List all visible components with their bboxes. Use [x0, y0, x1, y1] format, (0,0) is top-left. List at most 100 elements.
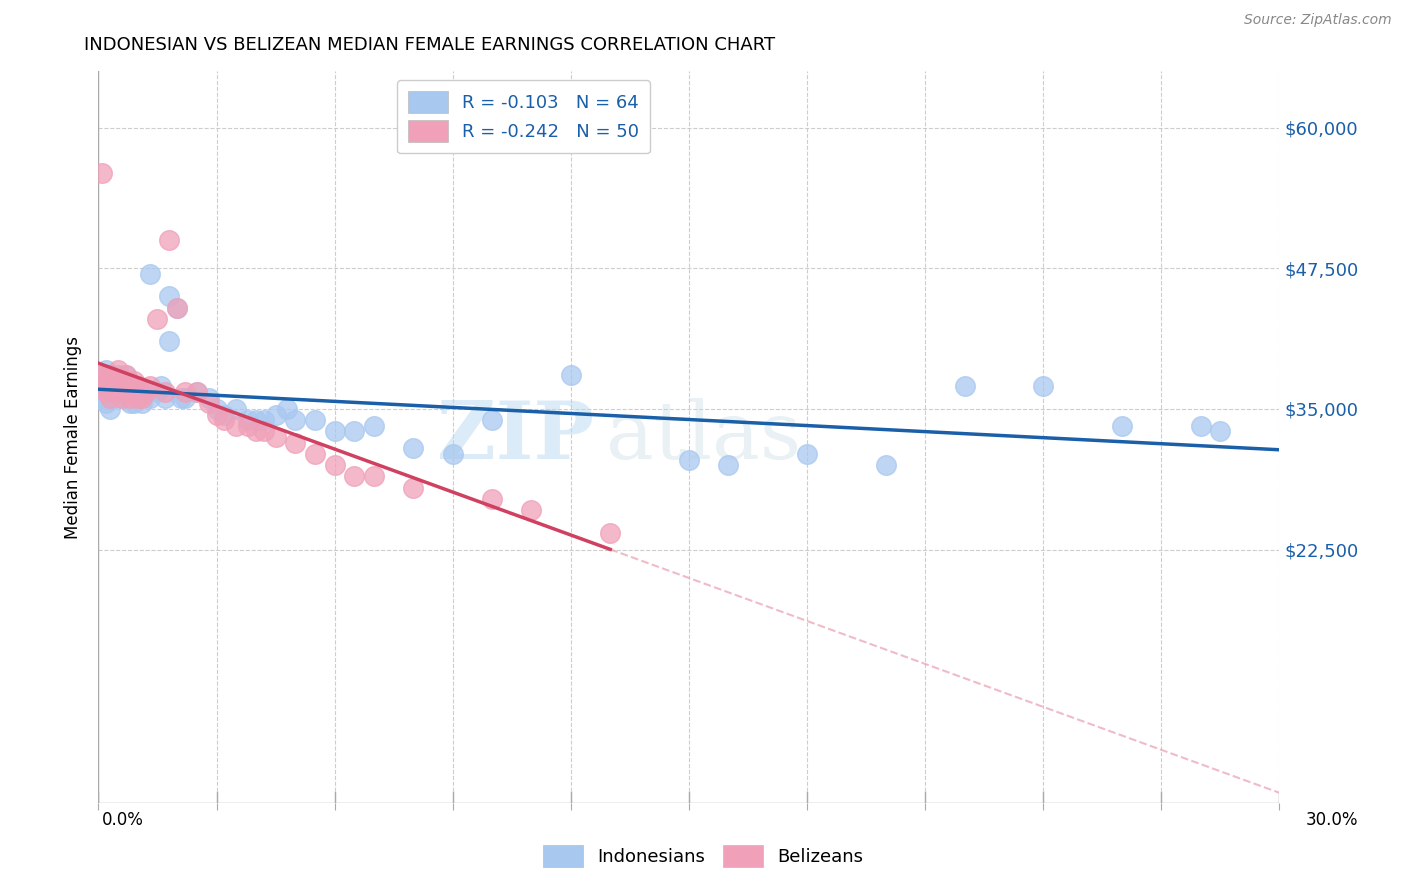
Point: [111, 374, 134, 388]
Point: [111, 391, 134, 405]
Point: [118, 396, 141, 410]
Point: [481, 413, 503, 427]
Point: [214, 413, 236, 427]
Point: [107, 368, 129, 383]
Point: [236, 418, 259, 433]
Point: [91, 368, 114, 383]
Point: [276, 401, 298, 416]
Point: [186, 385, 208, 400]
Point: [96, 368, 118, 383]
Point: [155, 391, 177, 405]
Y-axis label: Median Female Earnings: Median Female Earnings: [65, 335, 83, 539]
Point: [115, 368, 138, 383]
Point: [953, 379, 976, 393]
Point: [115, 385, 138, 400]
Point: [560, 368, 582, 383]
Point: [441, 447, 464, 461]
Point: [103, 385, 125, 400]
Point: [323, 425, 346, 439]
Text: ZIP: ZIP: [437, 398, 595, 476]
Point: [343, 469, 366, 483]
Point: [98, 391, 121, 405]
Point: [225, 401, 247, 416]
Point: [103, 391, 125, 405]
Point: [115, 385, 138, 400]
Point: [115, 368, 138, 383]
Point: [253, 413, 276, 427]
Point: [717, 458, 740, 473]
Point: [205, 408, 228, 422]
Point: [122, 391, 145, 405]
Point: [91, 166, 114, 180]
Point: [98, 368, 121, 383]
Text: Source: ZipAtlas.com: Source: ZipAtlas.com: [1244, 13, 1392, 28]
Point: [363, 418, 385, 433]
Point: [304, 447, 326, 461]
Point: [111, 391, 134, 405]
Text: atlas: atlas: [606, 398, 801, 476]
Point: [96, 385, 118, 400]
Point: [131, 391, 153, 405]
Point: [98, 379, 121, 393]
Point: [118, 379, 141, 393]
Point: [91, 391, 114, 405]
Point: [111, 374, 134, 388]
Point: [107, 379, 129, 393]
Point: [98, 379, 121, 393]
Point: [127, 391, 149, 405]
Text: INDONESIAN VS BELIZEAN MEDIAN FEMALE EARNINGS CORRELATION CHART: INDONESIAN VS BELIZEAN MEDIAN FEMALE EAR…: [84, 36, 776, 54]
Point: [166, 301, 188, 315]
Point: [118, 391, 141, 405]
Point: [284, 413, 307, 427]
Point: [214, 408, 236, 422]
Point: [122, 396, 145, 410]
Point: [166, 301, 188, 315]
Point: [91, 374, 114, 388]
Point: [150, 379, 173, 393]
Point: [174, 391, 197, 405]
Point: [118, 379, 141, 393]
Point: [127, 379, 149, 393]
Point: [131, 396, 153, 410]
Point: [107, 362, 129, 376]
Point: [236, 413, 259, 427]
Point: [91, 379, 114, 393]
Point: [157, 233, 180, 247]
Point: [875, 458, 897, 473]
Point: [157, 289, 180, 303]
Point: [678, 452, 700, 467]
Point: [343, 425, 366, 439]
Point: [98, 401, 121, 416]
Point: [796, 447, 818, 461]
Point: [155, 385, 177, 400]
Point: [197, 391, 219, 405]
Point: [304, 413, 326, 427]
Legend: R = -0.103   N = 64, R = -0.242   N = 50: R = -0.103 N = 64, R = -0.242 N = 50: [396, 80, 650, 153]
Point: [146, 312, 169, 326]
Point: [205, 401, 228, 416]
Point: [127, 391, 149, 405]
Point: [107, 379, 129, 393]
Point: [253, 425, 276, 439]
Point: [135, 385, 157, 400]
Point: [103, 379, 125, 393]
Point: [520, 503, 543, 517]
Point: [264, 408, 287, 422]
Point: [363, 469, 385, 483]
Point: [98, 391, 121, 405]
Point: [138, 391, 160, 405]
Point: [264, 430, 287, 444]
Point: [174, 385, 197, 400]
Point: [107, 385, 129, 400]
Point: [122, 374, 145, 388]
Text: 0.0%: 0.0%: [101, 811, 143, 829]
Point: [91, 368, 114, 383]
Point: [96, 396, 118, 410]
Point: [157, 334, 180, 349]
Point: [135, 385, 157, 400]
Point: [96, 374, 118, 388]
Point: [107, 379, 129, 393]
Point: [138, 379, 160, 393]
Point: [1209, 425, 1232, 439]
Point: [245, 413, 267, 427]
